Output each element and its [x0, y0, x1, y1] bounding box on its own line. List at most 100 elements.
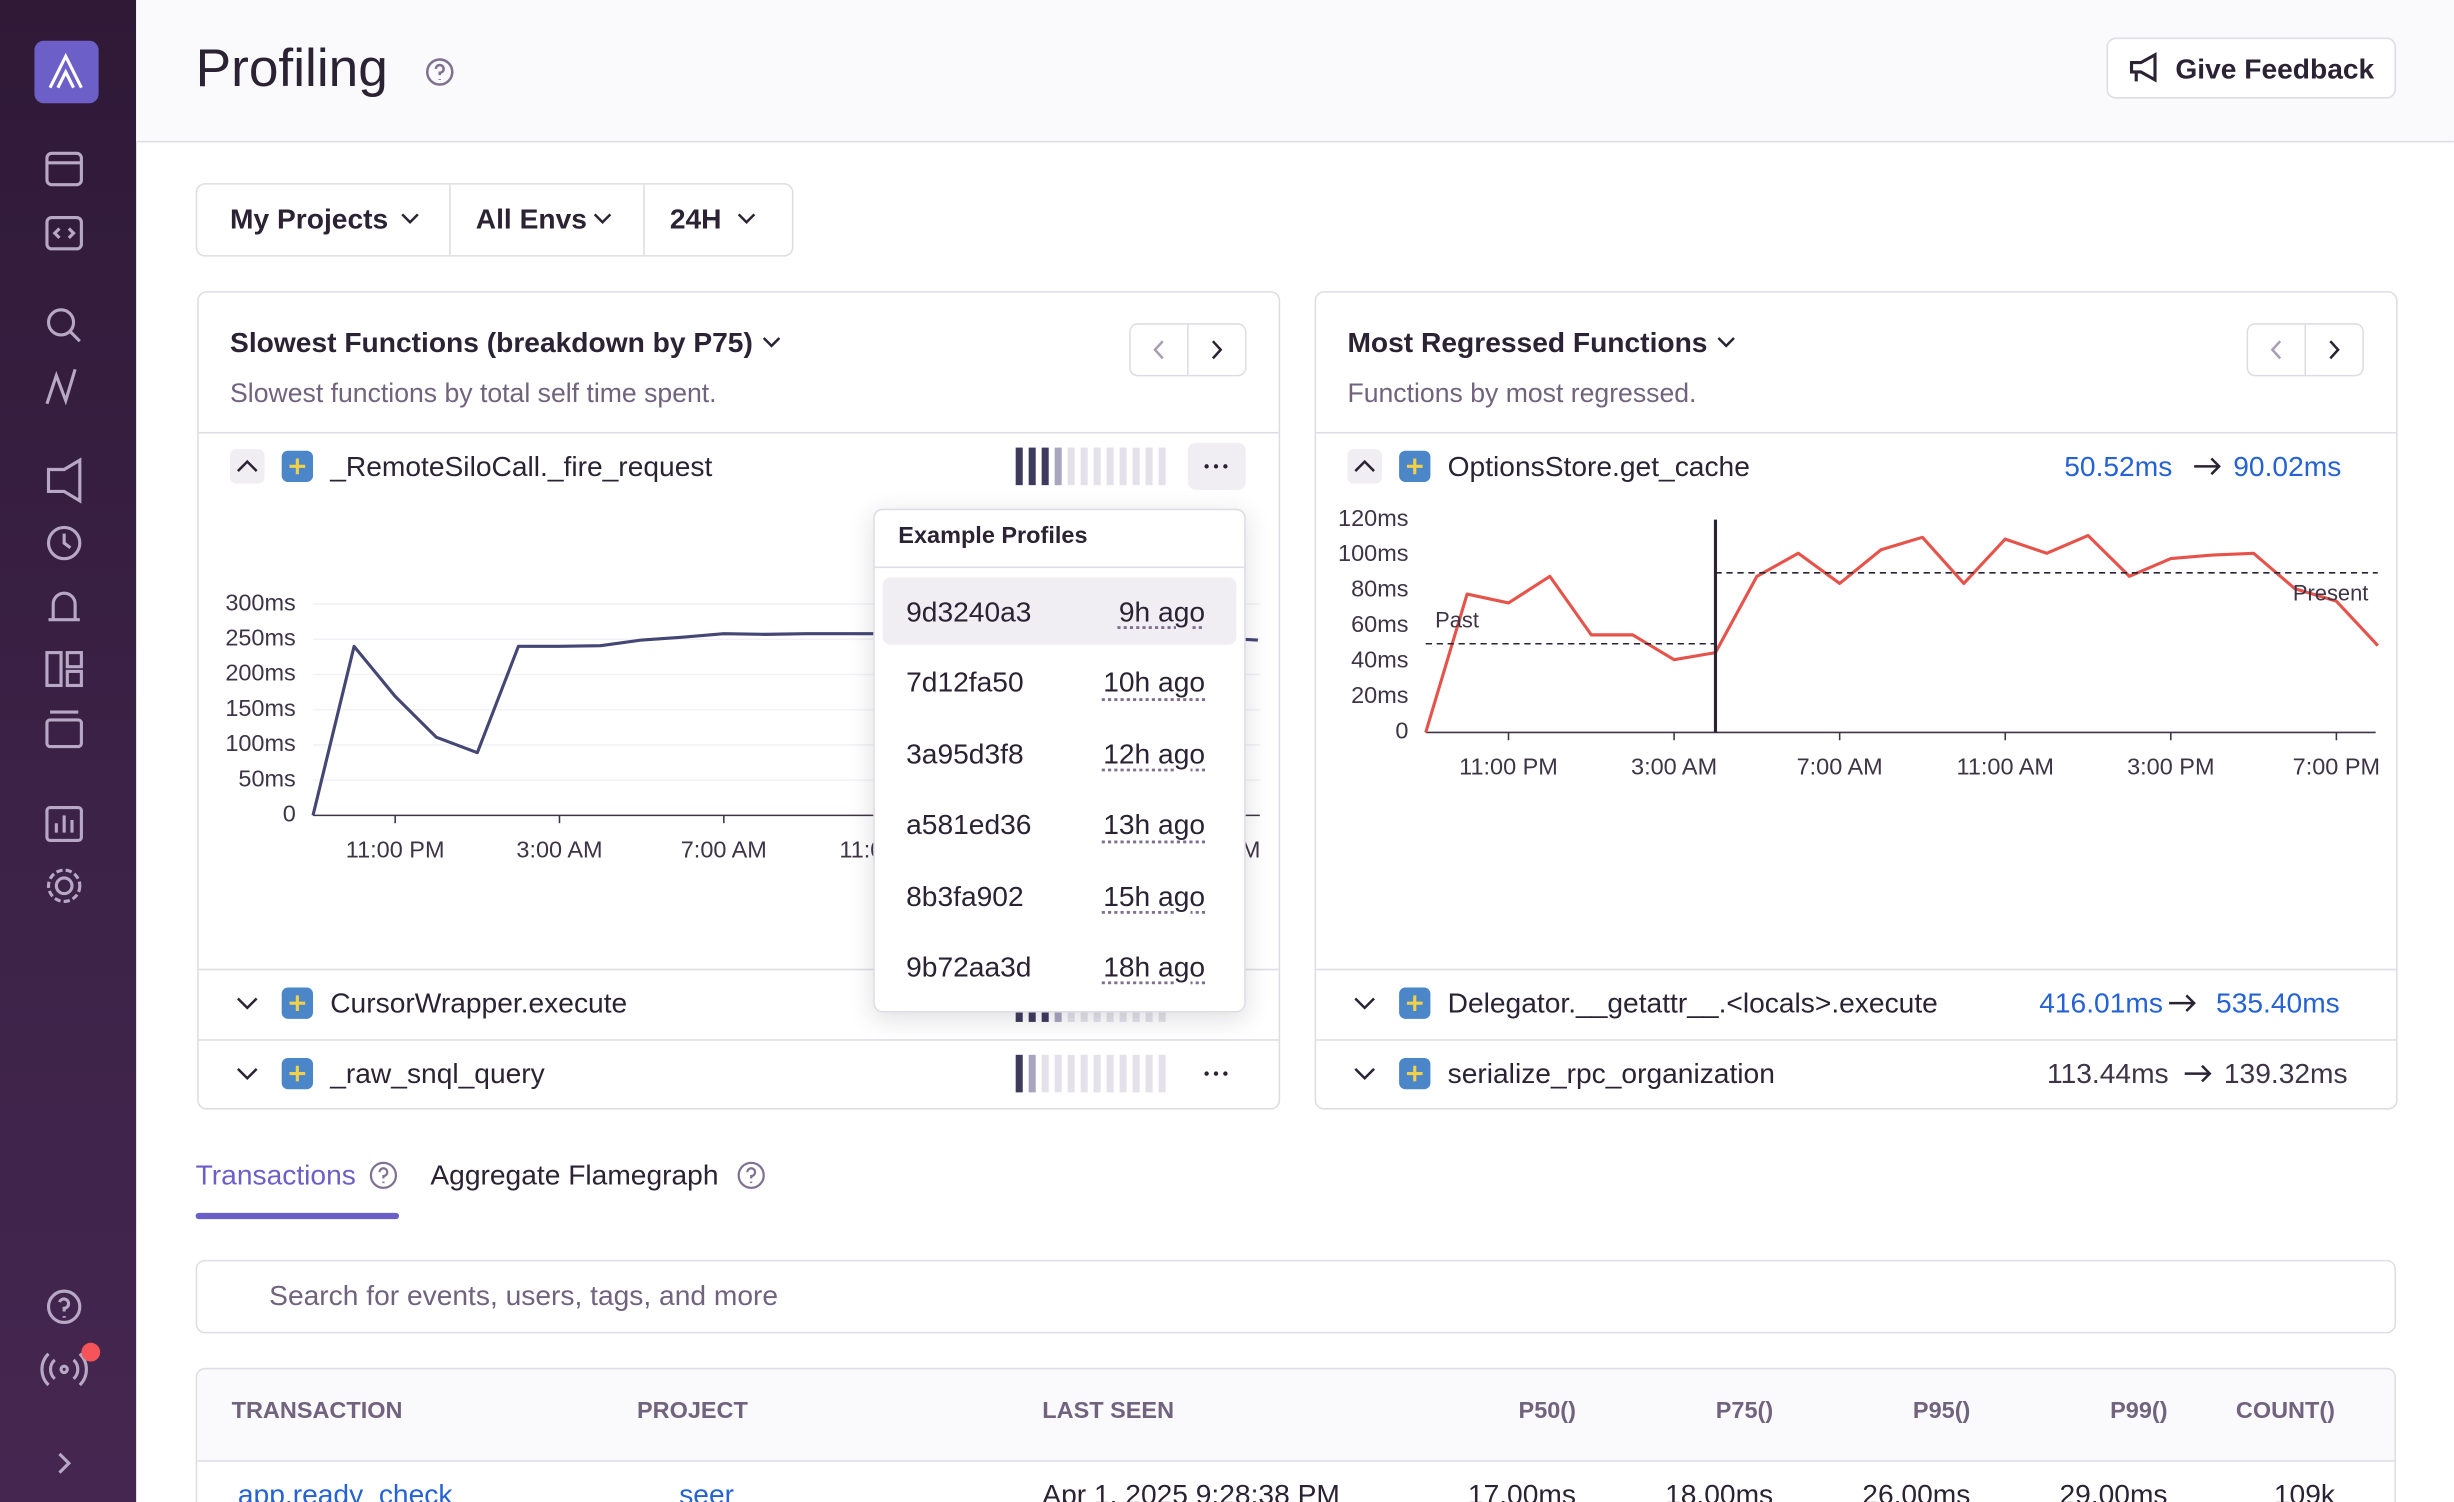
table-cell[interactable]: seer: [679, 1478, 735, 1502]
divider: [449, 184, 451, 256]
more-dot: [1223, 464, 1228, 469]
python-icon: [289, 995, 306, 1011]
header-bar: [136, 0, 2454, 143]
column-header[interactable]: COUNT(): [2235, 1397, 2335, 1425]
profile-id[interactable]: 9d3240a3: [906, 596, 1032, 628]
more-dot: [1223, 1071, 1228, 1076]
x-tick-label: 7:00 PM: [2293, 754, 2380, 780]
table-cell: 109k: [2273, 1478, 2335, 1502]
x-tick-label: 7:00 AM: [1797, 754, 1883, 780]
y-tick-label: 0: [1395, 718, 1408, 744]
column-header: P75(): [1715, 1397, 1774, 1425]
sparkline-bar: [1158, 447, 1166, 486]
collapse-icon: [1354, 459, 1375, 472]
python-icon: [1406, 995, 1423, 1011]
sparkline-bar: [1145, 1054, 1153, 1093]
menu-highlight: [882, 577, 1237, 645]
function-name: Delegator.__getattr__.<locals>.execute: [1447, 987, 1938, 1019]
y-tick-label: 200ms: [225, 660, 295, 686]
function-name: OptionsStore.get_cache: [1447, 450, 1750, 483]
table-header: [197, 1369, 2395, 1462]
more-dot: [1204, 1071, 1209, 1076]
date-filter[interactable]: 24H: [669, 203, 722, 235]
expand-icon: [1354, 997, 1375, 1010]
collapse-button: [230, 449, 265, 484]
page-title: Profiling: [195, 39, 388, 99]
sparkline-bar: [1054, 447, 1062, 486]
column-header: TRANSACTION: [231, 1397, 403, 1425]
sparkline-bar: [1106, 1054, 1114, 1093]
sparkline-bar: [1106, 447, 1114, 486]
env-filter[interactable]: All Envs: [475, 203, 587, 235]
collapse-icon: [236, 459, 258, 472]
help-icon: [378, 1167, 389, 1184]
sparkline-bar: [1041, 447, 1049, 486]
y-tick-label: 100ms: [225, 730, 295, 756]
y-tick-label: 150ms: [225, 695, 295, 721]
divider: [1316, 431, 2397, 434]
more-dot: [1204, 464, 1209, 469]
chevron-icon: [737, 213, 756, 225]
sparkline-bar: [1067, 447, 1075, 486]
panel-title[interactable]: Slowest Functions (breakdown by P75): [230, 327, 753, 359]
sparkline-bar: [1132, 1054, 1140, 1093]
sparkline-bar: [1119, 447, 1127, 486]
y-tick-label: 20ms: [1351, 682, 1408, 708]
arrow-icon: [2184, 1064, 2212, 1083]
profile-id[interactable]: a581ed36: [906, 809, 1032, 841]
sparkline-bar: [1093, 447, 1101, 486]
line-series: [1424, 533, 2379, 733]
help-icon: [746, 1167, 757, 1184]
more-dot: [1213, 464, 1219, 469]
profile-id[interactable]: 8b3fa902: [906, 880, 1024, 912]
help-icon[interactable]: [424, 56, 455, 87]
table-cell: 17.00ms: [1467, 1478, 1576, 1502]
table-cell: Apr 1, 2025 9:28:38 PM: [1042, 1478, 1340, 1502]
transaction-link[interactable]: app.ready_check: [237, 1478, 453, 1502]
function-name: _raw_snql_query: [330, 1057, 545, 1090]
sparkline-bar: [1093, 1054, 1101, 1093]
sparkline-bar: [1132, 447, 1140, 486]
prev-icon: [2270, 340, 2282, 360]
y-tick-label: 60ms: [1351, 611, 1408, 637]
annotation: Past: [1435, 608, 1479, 633]
x-tick-label: 7:00 AM: [681, 837, 767, 863]
divider: [643, 184, 645, 256]
feedback-label[interactable]: Give Feedback: [2175, 53, 2375, 85]
prev-icon: [1153, 340, 1164, 360]
next-icon: [1211, 340, 1223, 360]
x-tick-label: 11:00 PM: [1459, 754, 1558, 780]
search-placeholder[interactable]: Search for events, users, tags, and more: [269, 1280, 779, 1312]
panel-title[interactable]: Most Regressed Functions: [1347, 327, 1708, 359]
before-value: 416.01ms: [2039, 987, 2163, 1019]
after-value: 90.02ms: [2233, 450, 2342, 483]
project-filter[interactable]: My Projects: [230, 203, 389, 235]
python-icon: [289, 1065, 306, 1082]
table-cell: 18.00ms: [1665, 1478, 1774, 1502]
profile-id[interactable]: 3a95d3f8: [906, 738, 1024, 770]
search-box[interactable]: [195, 1259, 2397, 1334]
x-tick-label: 3:00 AM: [1631, 754, 1717, 780]
tab[interactable]: Transactions: [195, 1159, 356, 1191]
sparkline-bar: [1015, 1054, 1023, 1093]
profile-id[interactable]: 7d12fa50: [906, 667, 1024, 699]
annotation: Present: [2293, 580, 2369, 605]
column-header: P99(): [2110, 1397, 2168, 1425]
function-name: CursorWrapper.execute: [330, 987, 628, 1019]
profile-id[interactable]: 9b72aa3d: [906, 951, 1032, 983]
python-icon: [1406, 458, 1423, 475]
tab[interactable]: Aggregate Flamegraph: [430, 1159, 719, 1191]
menu-title: Example Profiles: [898, 522, 1088, 550]
divider: [874, 566, 1245, 569]
y-tick-label: 0: [283, 801, 296, 827]
y-tick-label: 120ms: [1338, 505, 1408, 531]
y-tick-label: 250ms: [225, 625, 295, 651]
divider: [198, 431, 1279, 434]
sparkline-bar: [1028, 447, 1036, 486]
x-tick-label: 3:00 AM: [516, 837, 602, 863]
y-tick-label: 80ms: [1351, 576, 1408, 602]
expand-icon: [236, 1068, 258, 1081]
divider: [1316, 1039, 2397, 1041]
